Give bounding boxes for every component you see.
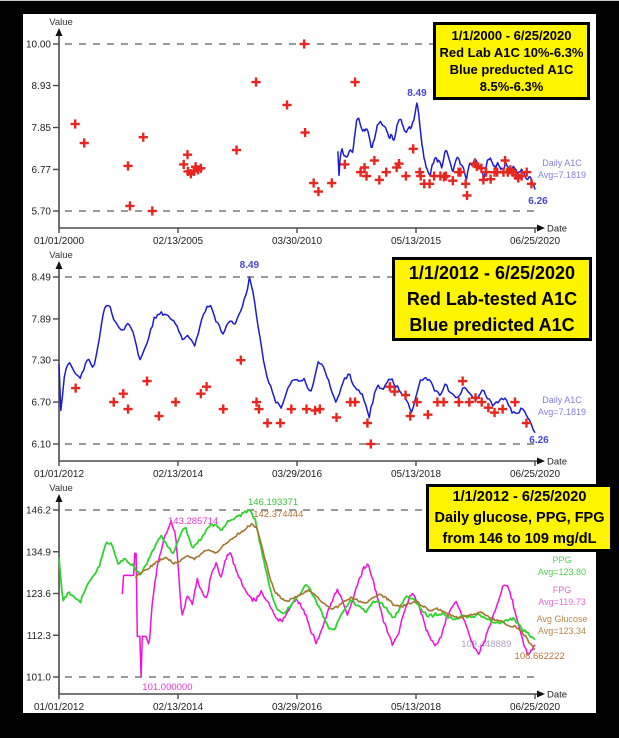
info-line: Blue preducted A1C: [449, 62, 574, 77]
info-line: 1/1/2012 - 6/25/2020: [408, 263, 576, 283]
svg-text:112.3: 112.3: [27, 631, 52, 642]
chart-a1c-2000-2020: Value 10.00 8.93 7.85 6.77 5.70 Date 01/01/2000…: [23, 14, 596, 247]
svg-text:03/29/2016: 03/29/2016: [272, 702, 322, 713]
svg-text:Date: Date: [547, 224, 567, 235]
svg-text:146.2: 146.2: [26, 506, 51, 517]
x-axis: Date 01/01/2012 02/13/2014 03/29/2016 05/13/…: [34, 690, 567, 714]
svg-text:6.26: 6.26: [529, 435, 549, 446]
info-box-glucose: 1/1/2012 - 6/25/2020 Daily glucose, PPG,…: [426, 484, 613, 552]
series-legend: PPG Avg=123.80 FPG Avg=119.73 Avg Glucose Avg…: [537, 555, 588, 636]
svg-text:Daily A1C: Daily A1C: [542, 395, 582, 405]
svg-text:109.448889: 109.448889: [461, 639, 511, 650]
svg-text:06/25/2020: 06/25/2020: [510, 236, 560, 247]
charts-panel: Value 10.00 8.93 7.85 6.77 5.70 Date 01/01/2000…: [23, 14, 613, 714]
svg-text:Avg=123.34: Avg=123.34: [538, 626, 586, 636]
series-lab-a1c-crosses: [71, 355, 532, 449]
svg-text:143.285714: 143.285714: [168, 516, 218, 527]
svg-text:06/25/2020: 06/25/2020: [510, 702, 560, 713]
svg-text:8.49: 8.49: [32, 273, 52, 284]
svg-text:8.49: 8.49: [240, 260, 260, 271]
top-edge-highlight: [0, 0, 619, 1]
svg-text:142.374444: 142.374444: [253, 509, 303, 520]
svg-text:8.93: 8.93: [32, 81, 52, 92]
svg-text:PPG: PPG: [552, 555, 571, 565]
series-predicted-a1c-line: [58, 276, 536, 434]
svg-text:6.77: 6.77: [32, 165, 52, 176]
y-axis: Value 146.2 134.9 123.6 112.3 101.0: [26, 483, 73, 694]
x-axis: Date 01/01/2000 02/13/2005 03/30/2010 05/13/…: [34, 224, 567, 248]
svg-text:05/13/2018: 05/13/2018: [391, 469, 441, 480]
series-predicted-a1c-line: [337, 102, 536, 190]
svg-text:FPG: FPG: [553, 585, 572, 595]
svg-text:Avg=123.80: Avg=123.80: [538, 567, 586, 577]
svg-text:Avg=7.1819: Avg=7.1819: [538, 170, 586, 180]
info-line: from 146 to 109 mg/dL: [442, 530, 597, 547]
svg-text:02/13/2014: 02/13/2014: [153, 469, 203, 480]
svg-text:6.70: 6.70: [32, 398, 52, 409]
y-axis: Value 8.49 7.89 7.30 6.70 6.10: [32, 250, 73, 461]
info-line: Red Lab-tested A1C: [406, 289, 578, 309]
svg-text:02/13/2014: 02/13/2014: [153, 702, 203, 713]
svg-text:05/13/2015: 05/13/2015: [391, 236, 441, 247]
svg-text:Avg=7.1819: Avg=7.1819: [538, 407, 586, 417]
x-axis: Date 01/01/2012 02/13/2014 03/29/2016 05/13/…: [34, 457, 567, 481]
info-line: Blue predicted A1C: [409, 315, 575, 335]
annotations: 8.49 6.26: [240, 260, 550, 446]
svg-text:06/25/2020: 06/25/2020: [510, 469, 560, 480]
svg-text:03/30/2010: 03/30/2010: [272, 236, 322, 247]
svg-text:7.30: 7.30: [32, 356, 52, 367]
svg-text:Date: Date: [547, 457, 567, 468]
series-fpg-line: [121, 519, 536, 678]
chart-glucose-2012-2020: Value 146.2 134.9 123.6 112.3 101.0 Date 01/01/…: [23, 480, 613, 714]
y-axis: Value 10.00 8.93 7.85 6.77 5.70: [26, 17, 73, 228]
svg-text:Daily A1C: Daily A1C: [542, 158, 582, 168]
svg-text:01/01/2000: 01/01/2000: [34, 236, 84, 247]
info-line: Red Lab A1C 10%-6.3%: [439, 45, 584, 60]
svg-text:5.70: 5.70: [32, 207, 52, 218]
svg-text:101.000000: 101.000000: [142, 682, 192, 693]
annotations: 8.49 6.26: [407, 88, 548, 207]
info-box-a1c-2000: 1/1/2000 - 6/25/2020 Red Lab A1C 10%-6.3…: [433, 22, 590, 100]
svg-text:6.26: 6.26: [528, 196, 548, 207]
info-line: 8.5%-6.3%: [479, 79, 544, 94]
svg-text:Avg=119.73: Avg=119.73: [538, 597, 585, 607]
svg-text:Value: Value: [49, 250, 73, 261]
svg-text:Avg Glucose: Avg Glucose: [537, 614, 588, 624]
svg-text:Value: Value: [49, 17, 73, 28]
svg-text:01/01/2012: 01/01/2012: [34, 469, 84, 480]
svg-text:10.00: 10.00: [26, 40, 51, 51]
svg-text:108.662222: 108.662222: [515, 651, 565, 662]
svg-text:123.6: 123.6: [26, 589, 51, 600]
chart-a1c-2012-2020: Value 8.49 7.89 7.30 6.70 6.10 Date 01/01/2012 0…: [23, 247, 596, 480]
series-avg-glucose-line: [134, 523, 536, 651]
info-line: 1/1/2000 - 6/25/2020: [451, 28, 572, 43]
series-lab-a1c-crosses: [70, 39, 537, 216]
svg-text:05/13/2018: 05/13/2018: [391, 702, 441, 713]
svg-text:02/13/2005: 02/13/2005: [153, 236, 203, 247]
svg-text:Value: Value: [49, 483, 73, 494]
series-legend: Daily A1C Avg=7.1819: [538, 158, 586, 180]
svg-text:8.49: 8.49: [407, 88, 427, 99]
svg-text:146.193371: 146.193371: [248, 497, 298, 508]
svg-text:Date: Date: [547, 690, 567, 701]
info-box-a1c-2012: 1/1/2012 - 6/25/2020 Red Lab-tested A1C …: [392, 257, 592, 341]
chart-svg-a1c-2000-2020: Value 10.00 8.93 7.85 6.77 5.70 Date 01/01/2000…: [26, 17, 586, 248]
svg-text:101.0: 101.0: [26, 673, 51, 684]
svg-text:01/01/2012: 01/01/2012: [34, 702, 84, 713]
annotations-behind: 109.448889: [461, 639, 511, 650]
svg-text:134.9: 134.9: [26, 547, 51, 558]
series-legend: Daily A1C Avg=7.1819: [538, 395, 586, 417]
svg-text:6.10: 6.10: [32, 440, 52, 451]
svg-text:03/29/2016: 03/29/2016: [272, 469, 322, 480]
info-line: Daily glucose, PPG, FPG: [434, 509, 605, 526]
info-line: 1/1/2012 - 6/25/2020: [452, 488, 587, 505]
svg-text:7.89: 7.89: [32, 314, 52, 325]
svg-text:7.85: 7.85: [32, 123, 52, 134]
